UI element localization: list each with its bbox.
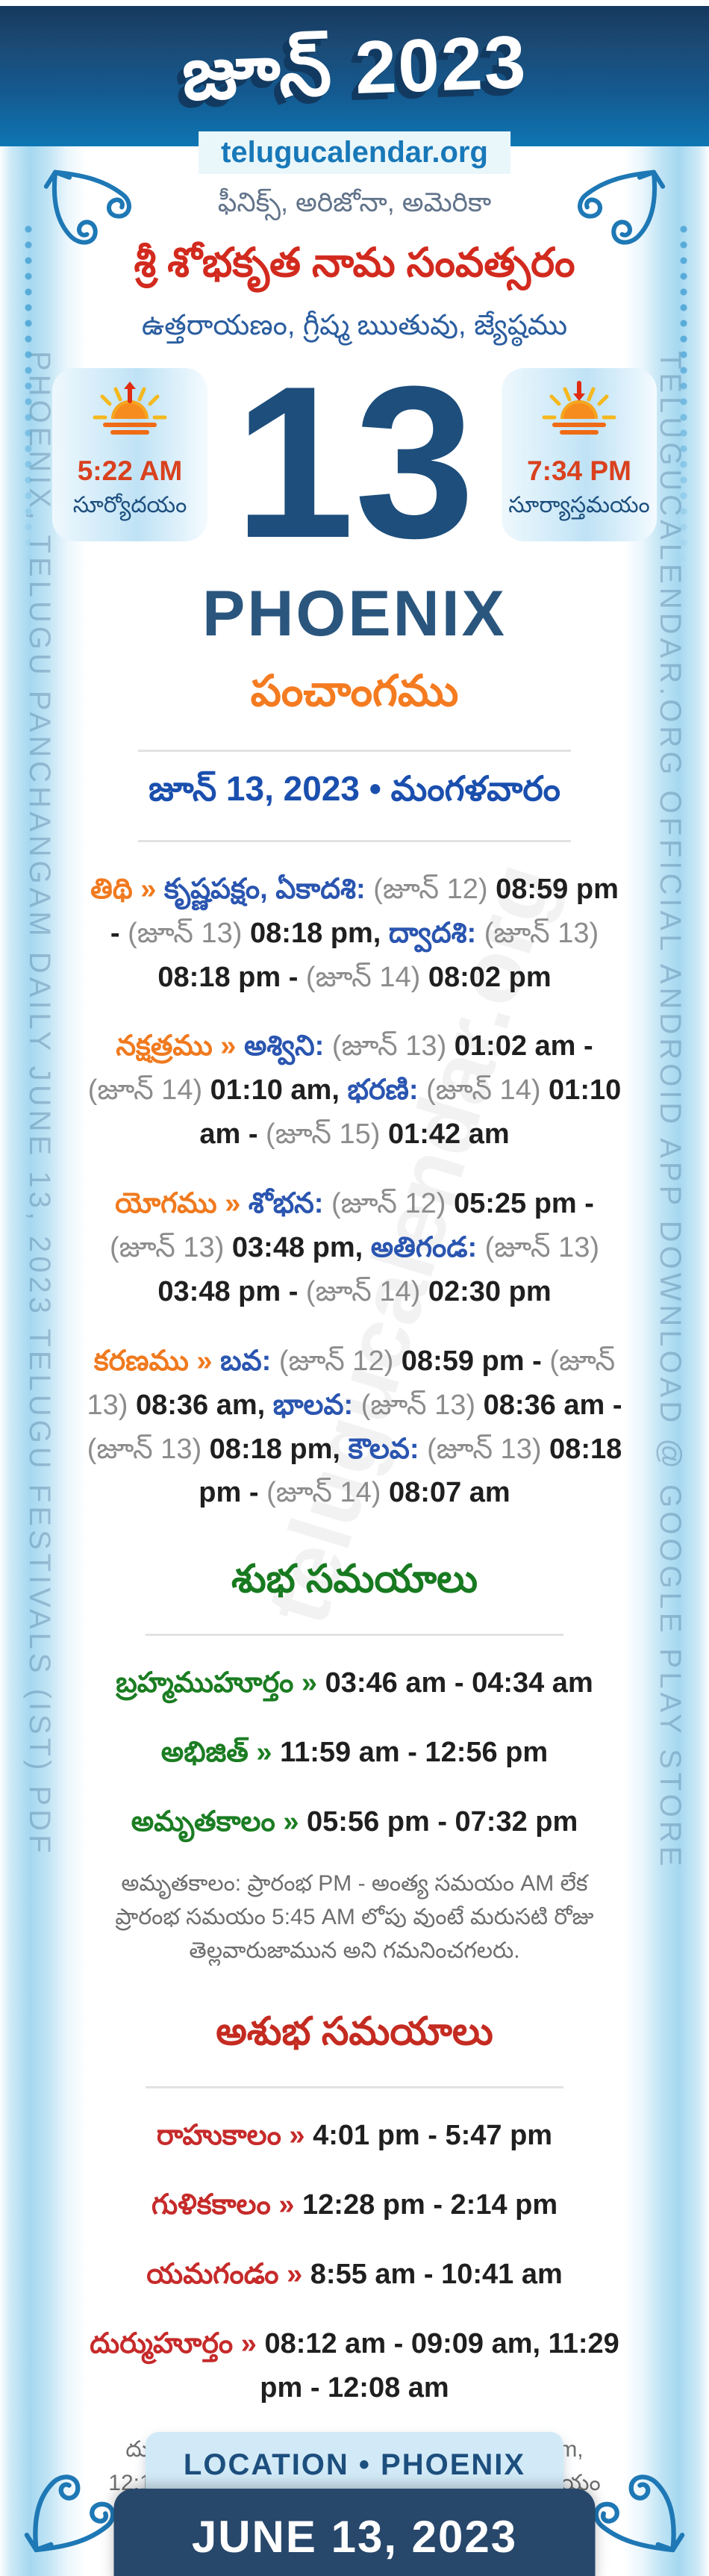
flourish-top-right-icon xyxy=(578,169,666,245)
amruthakalam-row: అమృతకాలం » 05:56 pm - 07:32 pm xyxy=(131,1806,578,1838)
inauspicious-section-title: అశుభ సమయాలు xyxy=(216,2010,493,2054)
abhijit-row: అభిజిత్ » 11:59 am - 12:56 pm xyxy=(160,1737,549,1769)
sunrise-time: 5:22 AM xyxy=(77,455,183,486)
auspicious-section-title: శుభ సమయాలు xyxy=(231,1558,478,1602)
rahukalam-row: రాహుకాలం » 4:01 pm - 5:47 pm xyxy=(156,2120,553,2152)
yamagandam-row: యమగండం » 8:55 am - 10:41 am xyxy=(146,2258,563,2290)
date-card[interactable]: JUNE 13, 2023 xyxy=(113,2489,596,2576)
flourish-top-left-icon xyxy=(43,169,131,245)
gulikakalam-row: గుళికకాలం » 12:28 pm - 2:14 pm xyxy=(151,2188,558,2221)
day-number: 13 xyxy=(234,341,475,583)
location-line: ఫీనిక్స్, అరిజోనా, అమెరికా xyxy=(217,187,492,217)
panchangam-label: పంచాంగము xyxy=(250,666,459,715)
sunset-card: 7:34 PM సూర్యాస్తమయం xyxy=(502,368,657,541)
brahma-muhurtham-row: బ్రహ్మముహూర్తం » 03:46 am - 04:34 am xyxy=(116,1667,593,1699)
month-banner: జూన్ 2023 xyxy=(0,6,709,146)
left-border-strip xyxy=(0,146,86,2576)
sunset-icon xyxy=(542,381,616,435)
flourish-bottom-right-icon xyxy=(593,2474,685,2553)
divider xyxy=(146,1634,563,1637)
sunrise-card: 5:22 AM సూర్యోదయం xyxy=(52,368,207,541)
telugu-year-line: శ్రీ శోభకృత నామ సంవత్సరం xyxy=(134,240,575,285)
tithi-row: తిథి » కృష్ణపక్షం, ఏకాదశి: (జూన్ 12) 08:… xyxy=(90,873,619,993)
amruthakalam-note: అమృతకాలం: ప్రారంభ PM - అంత్య సమయం AM లేక… xyxy=(115,1871,594,1964)
right-border-strip xyxy=(623,146,709,2576)
durmuhurtham-row: దుర్ముహూర్తం » 08:12 am - 09:09 am, 11:2… xyxy=(90,2327,619,2404)
right-dots-ornament xyxy=(679,224,688,567)
sunrise-icon xyxy=(93,382,167,435)
month-title: జూన్ 2023 xyxy=(181,19,528,116)
sunset-time: 7:34 PM xyxy=(527,455,631,486)
sun-times-row: 5:22 AM సూర్యోదయం 13 xyxy=(52,341,657,583)
flourish-bottom-left-icon xyxy=(24,2474,116,2553)
left-dots-ornament xyxy=(24,224,33,567)
city-name: PHOENIX xyxy=(202,577,507,650)
sunset-label: సూర్యాస్తమయం xyxy=(508,493,650,517)
nakshatra-row: నక్షత్రము » అశ్విని: (జూన్ 13) 01:02 am … xyxy=(87,1030,622,1151)
yoga-row: యోగము » శోభన: (జూన్ 12) 05:25 pm - (జూన్… xyxy=(109,1188,600,1307)
karana-row: కరణము » బవ: (జూన్ 12) 08:59 pm - (జూన్ 1… xyxy=(87,1345,622,1509)
site-link[interactable]: telugucalendar.org xyxy=(199,131,510,174)
divider xyxy=(138,749,571,752)
date-line: జూన్ 13, 2023 • మంగళవారం xyxy=(149,768,560,808)
divider xyxy=(138,839,571,842)
left-watermark-text: PHOENIX, TELUGU PANCHANGAM DAILY JUNE 13… xyxy=(23,351,56,1857)
right-watermark-text: TELUGUCALENDAR.ORG OFFICIAL ANDROID APP … xyxy=(654,351,687,1870)
season-line: ఉత్తరాయణం, గ్రీష్మ ఋతువు, జ్యేష్ఠము xyxy=(141,310,568,341)
main-content: ఫీనిక్స్, అరిజోనా, అమెరికా శ్రీ శోభకృత న… xyxy=(52,179,657,2576)
divider xyxy=(146,2086,563,2089)
sunrise-label: సూర్యోదయం xyxy=(72,493,187,517)
